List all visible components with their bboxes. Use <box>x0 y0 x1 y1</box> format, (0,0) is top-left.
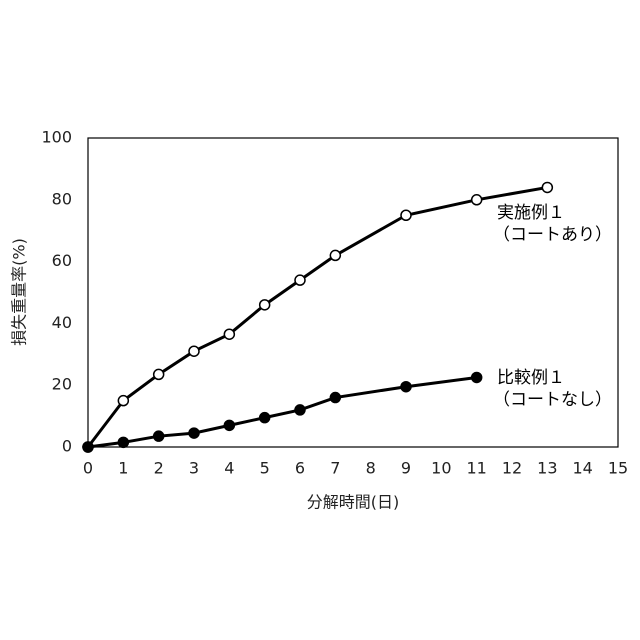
x-tick-label: 10 <box>431 459 451 478</box>
x-tick-label: 1 <box>118 459 128 478</box>
data-point <box>154 369 164 379</box>
x-tick-label: 11 <box>466 459 486 478</box>
data-point <box>330 250 340 260</box>
data-point <box>189 428 199 438</box>
series-note: （コートなし） <box>493 390 612 410</box>
x-tick-label: 14 <box>572 459 592 478</box>
y-tick-label: 20 <box>52 375 72 394</box>
x-tick-label: 13 <box>537 459 557 478</box>
data-point <box>472 195 482 205</box>
series-note: （コートあり） <box>493 225 612 245</box>
x-tick-label: 2 <box>154 459 164 478</box>
data-point <box>542 182 552 192</box>
series-name: 比較例１ <box>497 368 565 388</box>
data-point <box>260 413 270 423</box>
data-point <box>118 437 128 447</box>
data-point <box>401 210 411 220</box>
data-point <box>83 442 93 452</box>
series-line <box>88 187 547 447</box>
y-tick-label: 60 <box>52 251 72 270</box>
y-axis-label: 損失重量率(%) <box>10 238 29 346</box>
x-tick-label: 8 <box>366 459 376 478</box>
x-tick-label: 5 <box>260 459 270 478</box>
data-point <box>224 329 234 339</box>
data-point <box>118 396 128 406</box>
data-point <box>154 431 164 441</box>
x-tick-label: 9 <box>401 459 411 478</box>
data-point <box>295 275 305 285</box>
data-point <box>472 372 482 382</box>
data-point <box>330 393 340 403</box>
x-tick-label: 12 <box>502 459 522 478</box>
x-tick-label: 6 <box>295 459 305 478</box>
y-tick-label: 80 <box>52 189 72 208</box>
data-point <box>189 346 199 356</box>
data-point <box>224 420 234 430</box>
y-tick-label: 0 <box>62 437 72 456</box>
x-tick-label: 0 <box>83 459 93 478</box>
x-tick-label: 4 <box>224 459 234 478</box>
data-point <box>401 382 411 392</box>
data-point <box>260 300 270 310</box>
y-tick-label: 100 <box>41 128 72 147</box>
y-tick-label: 40 <box>52 313 72 332</box>
x-tick-label: 7 <box>330 459 340 478</box>
x-axis-label: 分解時間(日) <box>307 493 400 512</box>
series-name: 実施例１ <box>497 203 565 223</box>
chart: 分解時間(日) 損失重量率(%) 02040608010001234567891… <box>0 0 640 640</box>
series-line <box>88 377 477 447</box>
x-tick-label: 15 <box>608 459 628 478</box>
x-tick-label: 3 <box>189 459 199 478</box>
data-point <box>295 405 305 415</box>
